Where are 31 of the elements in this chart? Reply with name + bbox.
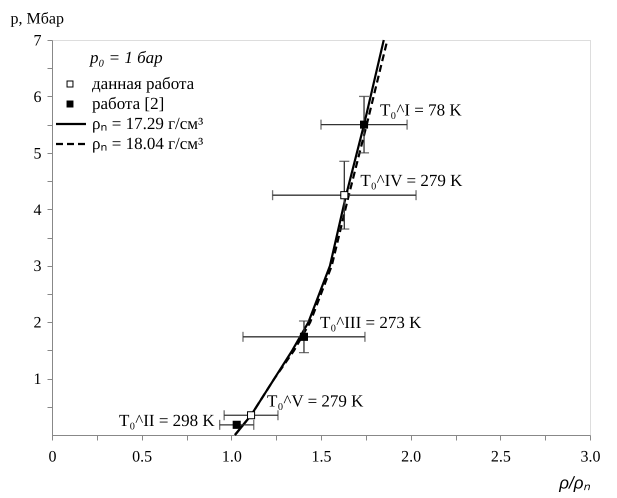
y-tick-label: 1 (34, 371, 42, 388)
x-tick-label: 2.0 (401, 448, 422, 466)
y-axis-title: p, Мбар (10, 10, 64, 28)
x-tick-label: 1.5 (312, 448, 332, 466)
x-tick-label: 1.0 (222, 448, 242, 466)
annotation: T₀^I = 78 K (380, 100, 462, 120)
point (360, 120, 368, 129)
annotation: T₀^V = 279 K (267, 391, 364, 410)
x-tick-label: 3.0 (580, 448, 600, 466)
legend-label: данная работа (92, 74, 195, 93)
y-tick-label: 4 (34, 202, 42, 219)
y-tick-label: 5 (34, 145, 42, 162)
legend-label: ρₙ = 18.04 г/см³ (92, 134, 204, 153)
annotation: T₀^III = 273 K (320, 312, 422, 332)
annotation: T₀^IV = 279 K (360, 171, 464, 190)
legend-label: ρₙ = 17.29 г/см³ (92, 114, 204, 133)
x-axis-title: ρ/ρₙ (558, 474, 590, 492)
y-tick-label: 6 (34, 88, 42, 106)
x-tick-label: 2.5 (490, 448, 511, 466)
annotation: p₀ = 1 бар (89, 48, 163, 67)
legend-label: работа [2] (92, 94, 164, 113)
y-tick-label: 2 (34, 314, 42, 332)
x-tick-label: 0 (48, 448, 56, 466)
point (232, 420, 241, 429)
annotation: T₀^II = 298 K (118, 410, 216, 430)
x-tick-label: 0.5 (132, 448, 152, 466)
y-tick-label: 7 (34, 32, 42, 50)
point (247, 411, 256, 420)
y-tick-label: 3 (34, 258, 42, 276)
point (340, 191, 348, 200)
point (300, 332, 308, 341)
